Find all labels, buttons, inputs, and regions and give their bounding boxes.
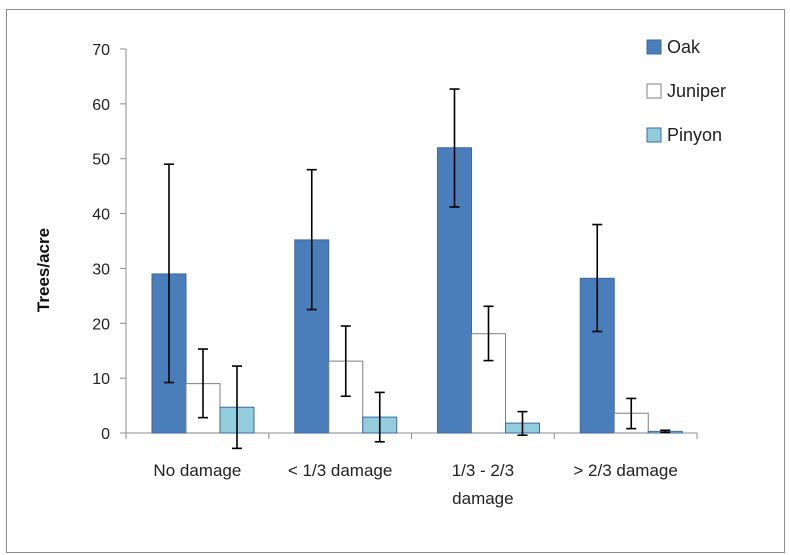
category-label: 1/3 - 2/3 [452, 461, 514, 480]
legend-label-juniper: Juniper [667, 81, 726, 101]
y-tick-label: 70 [92, 42, 110, 59]
y-tick-label: 0 [101, 426, 110, 443]
bars [151, 147, 683, 434]
category-label: No damage [153, 461, 241, 480]
category-label: < 1/3 damage [288, 461, 392, 480]
legend: Oak Juniper Pinyon [646, 37, 726, 145]
category-labels: No damage < 1/3 damage 1/3 - 2/3 damage > 2/… [153, 461, 677, 508]
y-tick-label: 10 [92, 371, 110, 388]
legend-label-pinyon: Pinyon [667, 125, 722, 145]
y-tick-label: 30 [92, 261, 110, 278]
legend-label-oak: Oak [667, 37, 701, 57]
y-axis-label: Trees/acre [34, 228, 53, 312]
y-tick-label: 40 [92, 207, 110, 224]
chart-frame [6, 9, 785, 553]
legend-swatch-oak [646, 39, 662, 55]
legend-swatch-pinyon [646, 127, 662, 143]
y-tick-label: 20 [92, 316, 110, 333]
legend-swatch-juniper [646, 83, 662, 99]
category-label: damage [452, 489, 513, 508]
y-tick-label: 50 [92, 152, 110, 169]
category-label: > 2/3 damage [573, 461, 677, 480]
y-tick-label: 60 [92, 97, 110, 114]
tick-labels: 0 10 20 30 40 50 60 70 [92, 42, 110, 443]
error-bars [164, 88, 671, 450]
